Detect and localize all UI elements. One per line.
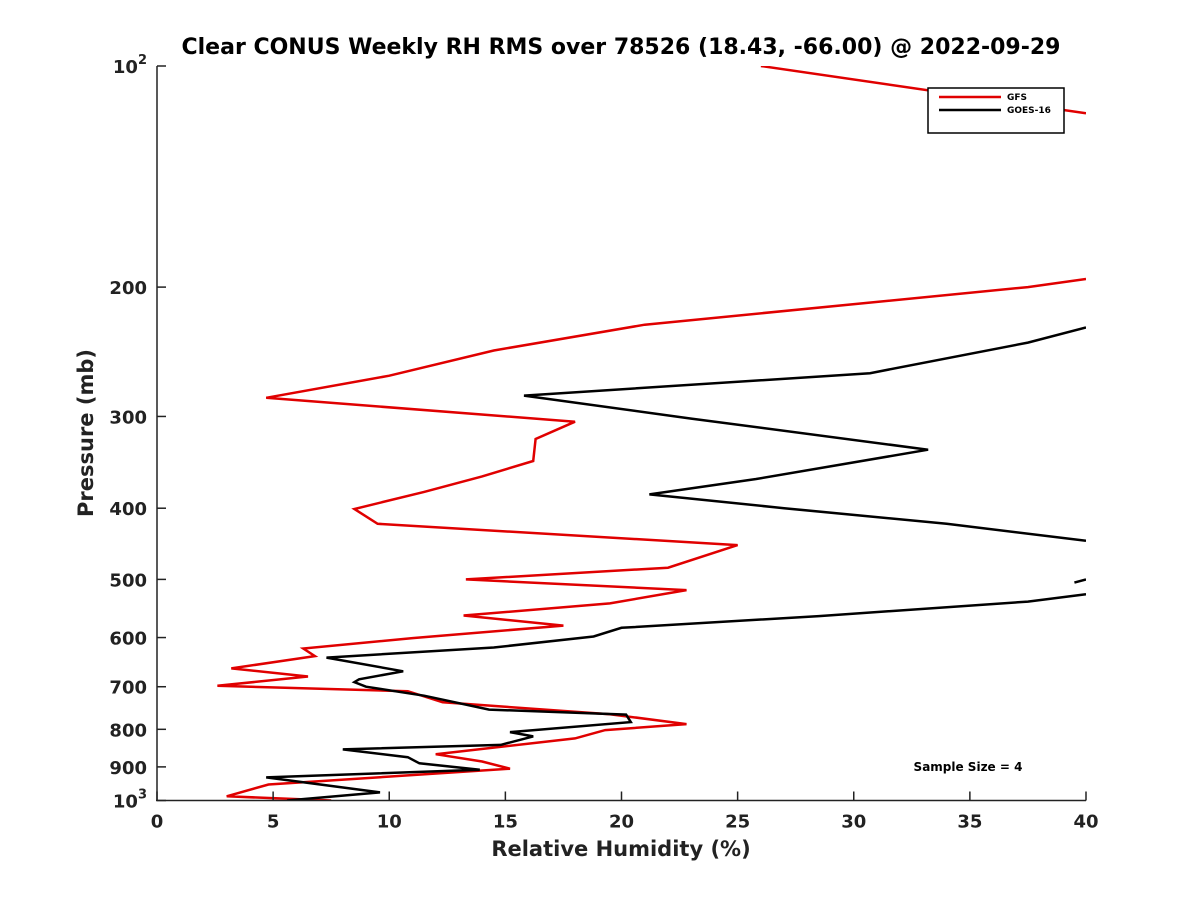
- y-tick-label: 400: [109, 499, 147, 520]
- y-tick-label: 700: [109, 678, 147, 699]
- x-tick-label: 20: [609, 812, 634, 833]
- series-line-goes16: [266, 326, 1086, 801]
- y-tick-group: 102 200 300 400 500 600 700 800 900 103: [109, 53, 166, 813]
- y-tick-label: 900: [109, 758, 147, 779]
- x-tick-label: 5: [267, 812, 280, 833]
- y-tick-label: 800: [109, 720, 147, 741]
- legend-label-goes16: GOES-16: [1007, 106, 1051, 116]
- legend-label-gfs: GFS: [1007, 93, 1027, 103]
- x-tick-label: 15: [493, 812, 518, 833]
- x-tick-label: 10: [377, 812, 402, 833]
- y-tick-label: 500: [109, 570, 147, 591]
- series-line-gfs: [217, 66, 1086, 801]
- x-tick-label: 30: [841, 812, 866, 833]
- x-tick-label: 25: [725, 812, 750, 833]
- x-tick-label: 35: [957, 812, 982, 833]
- y-tick-label: 102: [113, 53, 147, 78]
- x-tick-label: 0: [151, 812, 164, 833]
- y-tick-label: 103: [113, 788, 147, 813]
- y-tick-label: 300: [109, 407, 147, 428]
- y-tick-label: 600: [109, 629, 147, 650]
- x-axis-label: Relative Humidity (%): [491, 837, 750, 861]
- x-tick-group: 0 5 10 15 20 25 30 35 40: [151, 791, 1099, 833]
- x-tick-label: 40: [1073, 812, 1098, 833]
- chart-title: Clear CONUS Weekly RH RMS over 78526 (18…: [182, 35, 1061, 60]
- y-tick-label: 200: [109, 278, 147, 299]
- y-axis-label: Pressure (mb): [74, 349, 98, 517]
- legend: GFS GOES-16: [927, 87, 1065, 134]
- series-layer: [217, 66, 1086, 801]
- sample-size-annotation: Sample Size = 4: [914, 760, 1023, 774]
